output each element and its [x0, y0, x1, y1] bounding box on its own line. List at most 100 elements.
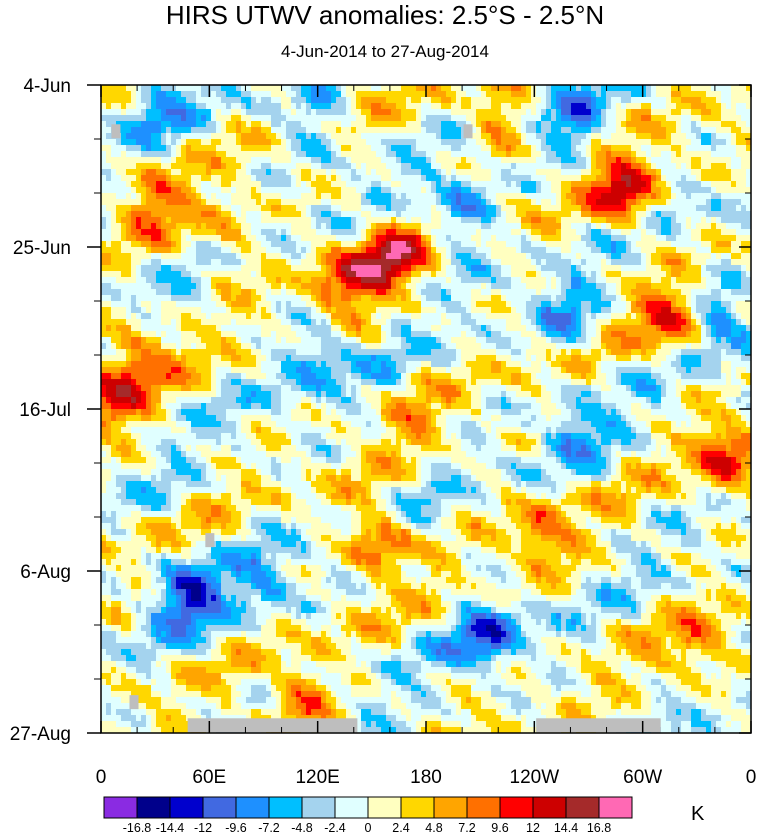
anomaly-cell: [426, 283, 432, 290]
anomaly-cell: [136, 169, 142, 176]
anomaly-cell: [121, 199, 127, 206]
anomaly-cell: [711, 271, 717, 278]
anomaly-cell: [551, 307, 557, 314]
anomaly-cell: [151, 271, 157, 278]
anomaly-cell: [406, 91, 412, 98]
anomaly-cell: [426, 211, 432, 218]
anomaly-cell: [601, 103, 607, 110]
anomaly-cell: [411, 259, 417, 266]
anomaly-cell: [331, 265, 337, 272]
anomaly-cell: [216, 235, 222, 242]
anomaly-cell: [156, 109, 162, 116]
anomaly-cell: [356, 175, 362, 182]
anomaly-cell: [516, 109, 522, 116]
anomaly-cell: [256, 193, 262, 200]
anomaly-cell: [731, 109, 737, 116]
anomaly-cell: [381, 127, 387, 134]
anomaly-cell: [436, 199, 442, 206]
anomaly-cell: [376, 97, 382, 104]
anomaly-cell: [391, 127, 397, 134]
anomaly-cell: [651, 301, 657, 308]
anomaly-cell: [341, 313, 347, 320]
anomaly-cell: [491, 109, 497, 116]
anomaly-cell: [481, 91, 487, 98]
anomaly-cell: [426, 175, 432, 182]
anomaly-cell: [296, 121, 302, 128]
anomaly-cell: [481, 247, 487, 254]
anomaly-cell: [531, 277, 537, 284]
anomaly-cell: [456, 295, 462, 302]
anomaly-cell: [111, 91, 117, 98]
anomaly-cell: [176, 97, 182, 104]
anomaly-cell: [496, 235, 502, 242]
anomaly-cell: [206, 253, 212, 260]
anomaly-cell: [686, 133, 692, 140]
anomaly-cell: [421, 169, 427, 176]
anomaly-cell: [221, 301, 227, 308]
anomaly-cell: [486, 301, 492, 308]
anomaly-cell: [126, 313, 132, 320]
anomaly-cell: [416, 91, 422, 98]
anomaly-cell: [121, 127, 127, 134]
anomaly-cell: [416, 247, 422, 254]
anomaly-cell: [641, 289, 647, 296]
anomaly-cell: [576, 121, 582, 128]
anomaly-cell: [746, 229, 751, 236]
anomaly-cell: [301, 91, 307, 98]
anomaly-cell: [401, 187, 407, 194]
anomaly-cell: [476, 91, 482, 98]
anomaly-cell: [566, 301, 572, 308]
anomaly-cell: [496, 289, 502, 296]
anomaly-cell: [431, 253, 437, 260]
anomaly-cell: [606, 253, 612, 260]
anomaly-cell: [606, 301, 612, 308]
anomaly-cell: [596, 181, 602, 188]
anomaly-cell: [406, 289, 412, 296]
anomaly-cell: [311, 169, 317, 176]
anomaly-cell: [736, 121, 742, 128]
anomaly-cell: [331, 139, 337, 146]
anomaly-cell: [616, 217, 622, 224]
anomaly-cell: [626, 241, 632, 248]
anomaly-cell: [351, 205, 357, 212]
anomaly-cell: [111, 289, 117, 296]
anomaly-cell: [676, 283, 682, 290]
anomaly-cell: [651, 217, 657, 224]
anomaly-cell: [741, 277, 747, 284]
anomaly-cell: [311, 151, 317, 158]
anomaly-cell: [521, 115, 527, 122]
anomaly-cell: [596, 145, 602, 152]
anomaly-cell: [731, 187, 737, 194]
anomaly-cell: [516, 289, 522, 296]
anomaly-cell: [391, 235, 397, 242]
anomaly-cell: [731, 253, 737, 260]
anomaly-cell: [301, 139, 307, 146]
anomaly-cell: [101, 151, 107, 158]
anomaly-cell: [421, 193, 427, 200]
anomaly-cell: [146, 205, 152, 212]
anomaly-cell: [491, 235, 497, 242]
anomaly-cell: [441, 139, 447, 146]
anomaly-cell: [156, 289, 162, 296]
anomaly-cell: [286, 163, 292, 170]
anomaly-cell: [696, 115, 702, 122]
anomaly-cell: [546, 259, 552, 266]
anomaly-cell: [621, 247, 627, 254]
anomaly-cell: [606, 307, 612, 314]
anomaly-cell: [541, 259, 547, 266]
anomaly-cell: [571, 229, 577, 236]
anomaly-cell: [426, 157, 432, 164]
anomaly-cell: [636, 253, 642, 260]
anomaly-cell: [721, 175, 727, 182]
anomaly-cell: [456, 193, 462, 200]
anomaly-cell: [521, 217, 527, 224]
anomaly-cell: [731, 277, 737, 284]
anomaly-cell: [331, 295, 337, 302]
anomaly-cell: [641, 277, 647, 284]
anomaly-cell: [716, 307, 722, 314]
anomaly-cell: [536, 259, 542, 266]
anomaly-cell: [496, 271, 502, 278]
anomaly-cell: [671, 139, 677, 146]
anomaly-cell: [556, 301, 562, 308]
anomaly-cell: [701, 229, 707, 236]
